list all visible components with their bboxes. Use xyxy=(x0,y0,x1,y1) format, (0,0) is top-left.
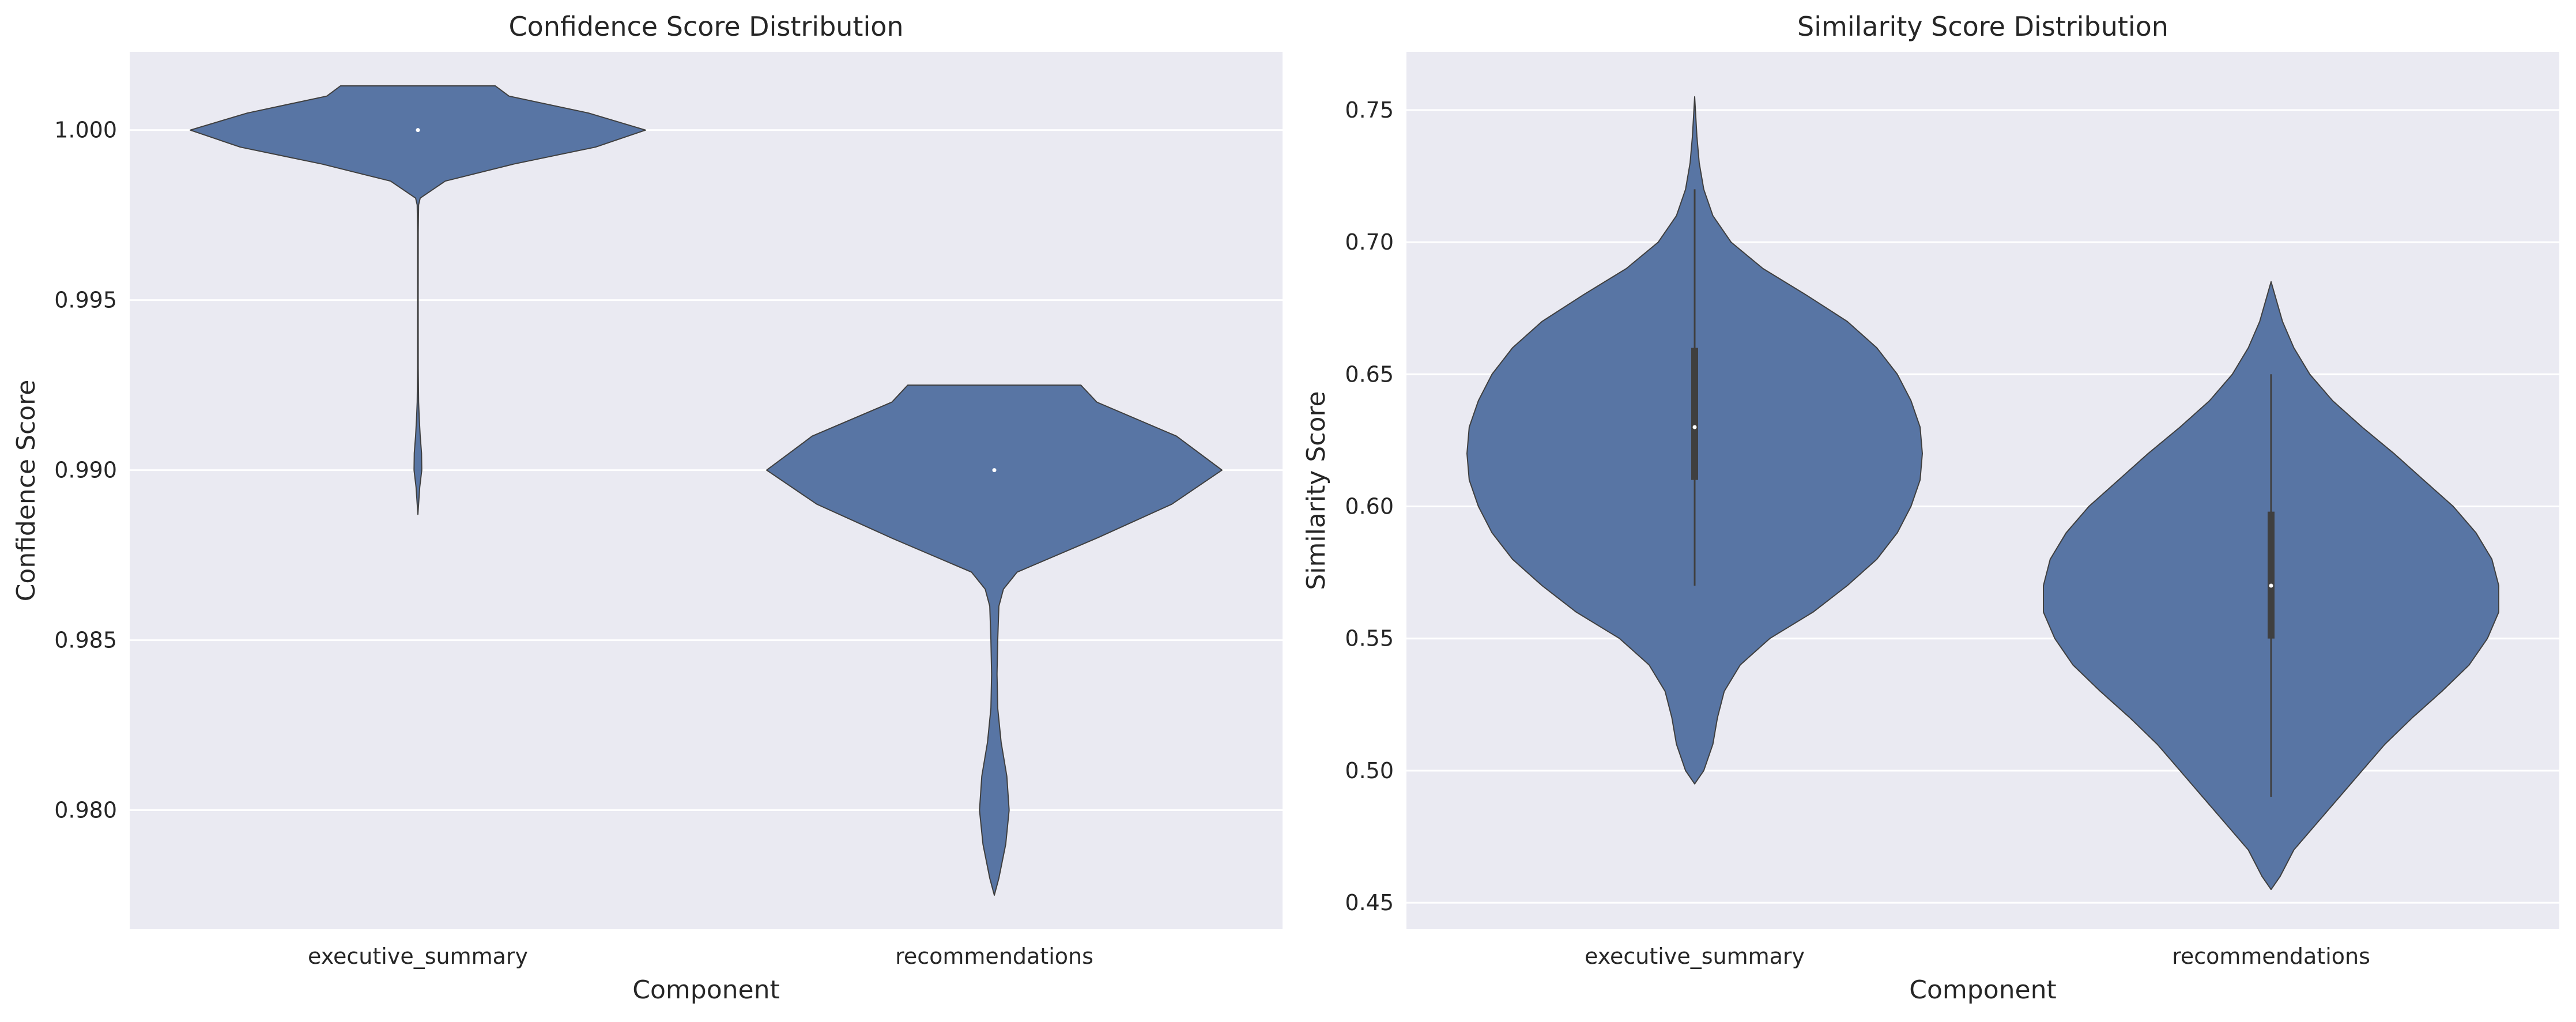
median-marker xyxy=(2269,583,2273,588)
y-tick-label: 0.985 xyxy=(54,628,117,653)
median-marker xyxy=(1692,425,1697,429)
x-axis-label: Component xyxy=(632,975,779,1005)
y-tick-label: 0.60 xyxy=(1345,494,1394,519)
y-tick-label: 0.990 xyxy=(54,458,117,483)
x-tick-label: recommendations xyxy=(895,944,1093,969)
violins xyxy=(190,85,1223,896)
x-tick-label: recommendations xyxy=(2172,944,2370,969)
y-tick-label: 0.75 xyxy=(1345,97,1394,123)
violin-recommendations xyxy=(766,384,1223,896)
y-tick-label: 0.995 xyxy=(54,288,117,313)
y-tick-label: 0.45 xyxy=(1345,890,1394,915)
violin-executive_summary xyxy=(190,85,646,515)
confidence-chart: 0.980 0.985 0.990 0.995 1.000 executive_summ… xyxy=(12,11,1283,1005)
x-tick-labels: executive_summary recommendations xyxy=(1585,944,2370,969)
similarity-chart: 0.45 0.50 0.55 0.60 0.65 0.70 0.75 executive_s… xyxy=(1302,11,2559,1005)
x-tick-label: executive_summary xyxy=(308,944,528,969)
x-axis-label: Component xyxy=(1909,975,2056,1005)
y-tick-label: 0.55 xyxy=(1345,626,1394,651)
y-tick-label: 0.50 xyxy=(1345,758,1394,783)
y-tick-label: 0.65 xyxy=(1345,361,1394,387)
chart-title: Confidence Score Distribution xyxy=(508,11,903,42)
median-marker xyxy=(416,128,420,133)
y-tick-label: 0.980 xyxy=(54,798,117,823)
y-tick-labels: 0.45 0.50 0.55 0.60 0.65 0.70 0.75 xyxy=(1345,97,1394,915)
x-tick-label: executive_summary xyxy=(1585,944,1805,969)
y-axis-label: Similarity Score xyxy=(1302,391,1331,590)
median-marker xyxy=(992,468,997,473)
y-tick-label: 1.000 xyxy=(54,118,117,143)
y-tick-labels: 0.980 0.985 0.990 0.995 1.000 xyxy=(54,118,117,823)
x-tick-labels: executive_summary recommendations xyxy=(308,944,1093,969)
y-axis-label: Confidence Score xyxy=(12,380,41,602)
y-tick-label: 0.70 xyxy=(1345,229,1394,255)
violins xyxy=(1466,96,2499,891)
chart-title: Similarity Score Distribution xyxy=(1797,11,2168,42)
